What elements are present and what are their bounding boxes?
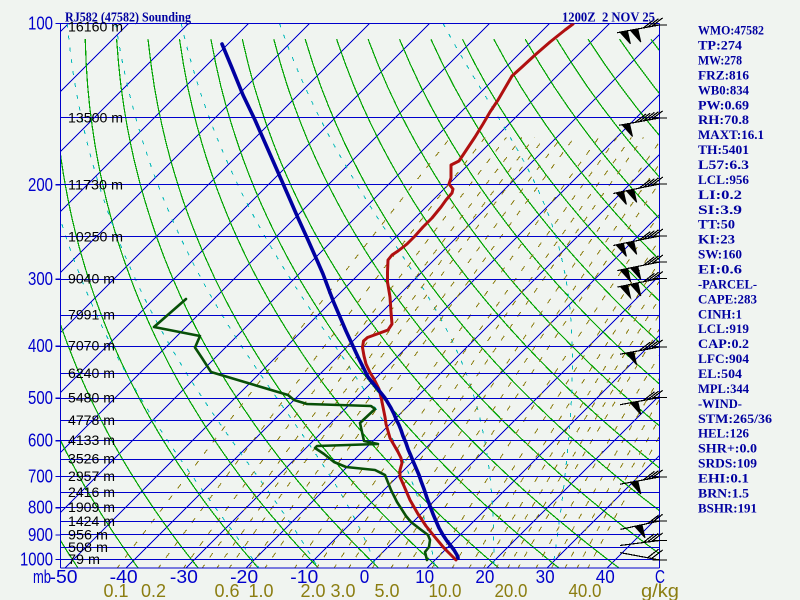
svg-text:79 m: 79 m bbox=[68, 551, 100, 567]
svg-text:1424 m: 1424 m bbox=[68, 513, 115, 529]
svg-text:800: 800 bbox=[28, 498, 53, 518]
svg-text:-20: -20 bbox=[230, 567, 258, 587]
svg-text:7991 m: 7991 m bbox=[68, 307, 115, 323]
svg-text:900: 900 bbox=[28, 525, 53, 545]
svg-text:LCL:956: LCL:956 bbox=[698, 173, 749, 187]
svg-text:16160 m: 16160 m bbox=[68, 19, 123, 35]
svg-text:2416 m: 2416 m bbox=[68, 484, 115, 500]
svg-text:WB0:834: WB0:834 bbox=[698, 83, 750, 97]
svg-text:700: 700 bbox=[28, 466, 53, 486]
svg-text:400: 400 bbox=[28, 336, 53, 356]
svg-text:0.2: 0.2 bbox=[141, 581, 166, 600]
svg-text:13500 m: 13500 m bbox=[68, 109, 123, 125]
svg-text:600: 600 bbox=[28, 431, 53, 451]
svg-text:4133 m: 4133 m bbox=[68, 432, 115, 448]
svg-text:0: 0 bbox=[360, 567, 370, 587]
svg-text:6240 m: 6240 m bbox=[68, 365, 115, 381]
svg-text:9040 m: 9040 m bbox=[68, 271, 115, 287]
svg-text:-10: -10 bbox=[290, 567, 318, 587]
svg-text:BRN:1.5: BRN:1.5 bbox=[698, 486, 749, 500]
svg-text:EL:504: EL:504 bbox=[698, 367, 743, 381]
svg-text:200: 200 bbox=[28, 175, 53, 195]
svg-text:956 m: 956 m bbox=[68, 526, 108, 542]
svg-text:MAXT:16.1: MAXT:16.1 bbox=[698, 128, 764, 142]
svg-text:FRZ:816: FRZ:816 bbox=[698, 68, 749, 82]
svg-text:SI:3.9: SI:3.9 bbox=[698, 203, 742, 217]
svg-text:20: 20 bbox=[475, 567, 494, 587]
svg-text:-50: -50 bbox=[50, 567, 78, 587]
svg-text:20.0: 20.0 bbox=[495, 581, 528, 600]
svg-text:7070 m: 7070 m bbox=[68, 338, 115, 354]
svg-text:0.1: 0.1 bbox=[104, 581, 129, 600]
svg-text:100: 100 bbox=[28, 14, 53, 34]
svg-text:40: 40 bbox=[596, 567, 615, 587]
svg-text:-30: -30 bbox=[170, 567, 198, 587]
svg-text:11730 m: 11730 m bbox=[68, 176, 123, 192]
svg-text:WMO:47582: WMO:47582 bbox=[698, 24, 764, 38]
svg-text:RJ582 (47582) Sounding: RJ582 (47582) Sounding bbox=[65, 11, 191, 26]
svg-text:EI:0.6: EI:0.6 bbox=[698, 262, 742, 276]
svg-text:g/kg: g/kg bbox=[641, 581, 679, 600]
svg-text:LCL:919: LCL:919 bbox=[698, 322, 749, 336]
svg-text:TT:50: TT:50 bbox=[698, 218, 735, 232]
svg-text:C: C bbox=[655, 567, 665, 587]
svg-text:0.6: 0.6 bbox=[215, 581, 240, 600]
svg-text:KI:23: KI:23 bbox=[698, 233, 735, 247]
svg-text:4778 m: 4778 m bbox=[68, 412, 115, 428]
svg-text:mb: mb bbox=[33, 567, 51, 587]
svg-text:1909 m: 1909 m bbox=[68, 499, 115, 515]
svg-text:PW:0.69: PW:0.69 bbox=[698, 98, 749, 112]
svg-text:MPL:344: MPL:344 bbox=[698, 382, 750, 396]
svg-text:TP:274: TP:274 bbox=[698, 39, 743, 53]
svg-text:2.0: 2.0 bbox=[301, 581, 326, 600]
svg-text:EHI:0.1: EHI:0.1 bbox=[698, 472, 749, 486]
svg-text:40.0: 40.0 bbox=[569, 581, 602, 600]
svg-text:BSHR:191: BSHR:191 bbox=[698, 501, 757, 515]
svg-text:HEL:126: HEL:126 bbox=[698, 427, 749, 441]
svg-text:-PARCEL-: -PARCEL- bbox=[698, 277, 757, 291]
svg-text:30: 30 bbox=[536, 567, 555, 587]
svg-text:LI:0.2: LI:0.2 bbox=[698, 188, 742, 202]
svg-text:5.0: 5.0 bbox=[375, 581, 400, 600]
svg-text:STM:265/36: STM:265/36 bbox=[698, 412, 772, 426]
svg-text:TH:5401: TH:5401 bbox=[698, 143, 749, 157]
svg-text:SHR+:0.0: SHR+:0.0 bbox=[698, 442, 757, 456]
svg-text:CAPE:283: CAPE:283 bbox=[698, 292, 757, 306]
svg-text:10: 10 bbox=[415, 567, 434, 587]
svg-text:1200Z 2 NOV 25: 1200Z 2 NOV 25 bbox=[562, 11, 655, 26]
svg-text:500: 500 bbox=[28, 388, 53, 408]
svg-text:SRDS:109: SRDS:109 bbox=[698, 457, 757, 471]
svg-text:CINH:1: CINH:1 bbox=[698, 307, 742, 321]
svg-text:1000: 1000 bbox=[20, 550, 53, 570]
svg-text:508 m: 508 m bbox=[68, 539, 108, 555]
svg-text:L57:6.3: L57:6.3 bbox=[698, 158, 749, 172]
svg-text:MW:278: MW:278 bbox=[698, 53, 742, 67]
svg-text:RH:70.8: RH:70.8 bbox=[698, 113, 749, 127]
svg-text:LFC:904: LFC:904 bbox=[698, 352, 750, 366]
svg-text:10.0: 10.0 bbox=[429, 581, 462, 600]
svg-text:-40: -40 bbox=[110, 567, 138, 587]
svg-text:CAP:0.2: CAP:0.2 bbox=[698, 337, 749, 351]
svg-text:5480 m: 5480 m bbox=[68, 390, 115, 406]
svg-text:300: 300 bbox=[28, 269, 53, 289]
svg-text:2957 m: 2957 m bbox=[68, 468, 115, 484]
svg-text:1.0: 1.0 bbox=[249, 581, 274, 600]
svg-text:-WIND-: -WIND- bbox=[698, 397, 742, 411]
svg-text:10250 m: 10250 m bbox=[68, 228, 123, 244]
svg-text:3526 m: 3526 m bbox=[68, 451, 115, 467]
svg-text:SW:160: SW:160 bbox=[698, 248, 742, 262]
svg-text:3.0: 3.0 bbox=[331, 581, 356, 600]
